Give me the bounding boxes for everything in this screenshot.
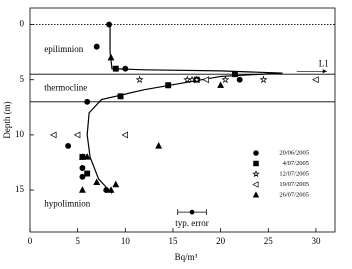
point — [112, 180, 120, 188]
legend-label: 20/06/2005 — [279, 149, 309, 156]
legend-marker — [253, 150, 259, 156]
point — [103, 187, 110, 194]
x-tick-label: 20 — [216, 236, 226, 246]
point — [192, 75, 201, 84]
point — [112, 65, 119, 72]
point — [122, 65, 129, 72]
x-tick-label: 15 — [168, 236, 178, 246]
annotation: hypolimnion — [44, 198, 91, 208]
legend-label: 12/07/2005 — [279, 170, 309, 177]
x-tick-label: 10 — [121, 236, 131, 246]
point — [65, 142, 72, 149]
point — [83, 153, 91, 160]
x-tick-label: 5 — [75, 236, 80, 246]
point — [259, 75, 268, 84]
point — [312, 76, 319, 84]
point — [79, 165, 86, 171]
arrow-head — [322, 69, 327, 74]
point — [79, 173, 86, 180]
point — [84, 170, 91, 177]
annotation: epilimnion — [44, 44, 83, 54]
point — [78, 186, 86, 193]
y-tick-label: 0 — [20, 19, 25, 29]
legend-marker — [252, 169, 260, 178]
y-axis-label: Depth (m) — [2, 101, 12, 138]
legend-marker — [252, 181, 259, 188]
fit-curve — [86, 22, 283, 194]
y-tick-label: 15 — [15, 184, 25, 194]
legend-label: 26/07/2005 — [279, 191, 309, 198]
point — [107, 186, 115, 193]
point — [84, 98, 91, 105]
x-tick-label: 30 — [311, 236, 321, 246]
y-tick-label: 5 — [20, 74, 25, 84]
x-axis-label: Bq/m³ — [175, 252, 198, 262]
point — [121, 131, 129, 139]
point — [49, 131, 57, 139]
point — [202, 76, 210, 84]
point — [93, 178, 101, 186]
point — [117, 93, 124, 100]
legend-marker — [253, 160, 259, 167]
annotation: L1 — [319, 58, 329, 68]
plot-frame — [29, 7, 336, 233]
error-point — [189, 209, 195, 215]
point — [107, 53, 115, 61]
annotation: thermocline — [44, 83, 87, 93]
point — [217, 81, 225, 88]
error-label: typ. error — [175, 218, 209, 228]
point — [231, 71, 238, 78]
legend-marker — [252, 191, 260, 198]
point — [236, 76, 243, 83]
y-tick-label: 10 — [15, 129, 25, 139]
point — [155, 142, 163, 149]
point — [106, 21, 113, 28]
legend-label: 19/07/2005 — [279, 181, 309, 188]
point — [73, 131, 81, 139]
x-tick-label: 25 — [264, 236, 274, 246]
point — [165, 82, 172, 89]
legend-label: 4/07/2005 — [283, 160, 309, 167]
point — [78, 153, 86, 160]
x-tick-label: 0 — [28, 236, 33, 246]
point — [221, 75, 230, 84]
point — [93, 43, 100, 50]
point — [135, 75, 144, 84]
